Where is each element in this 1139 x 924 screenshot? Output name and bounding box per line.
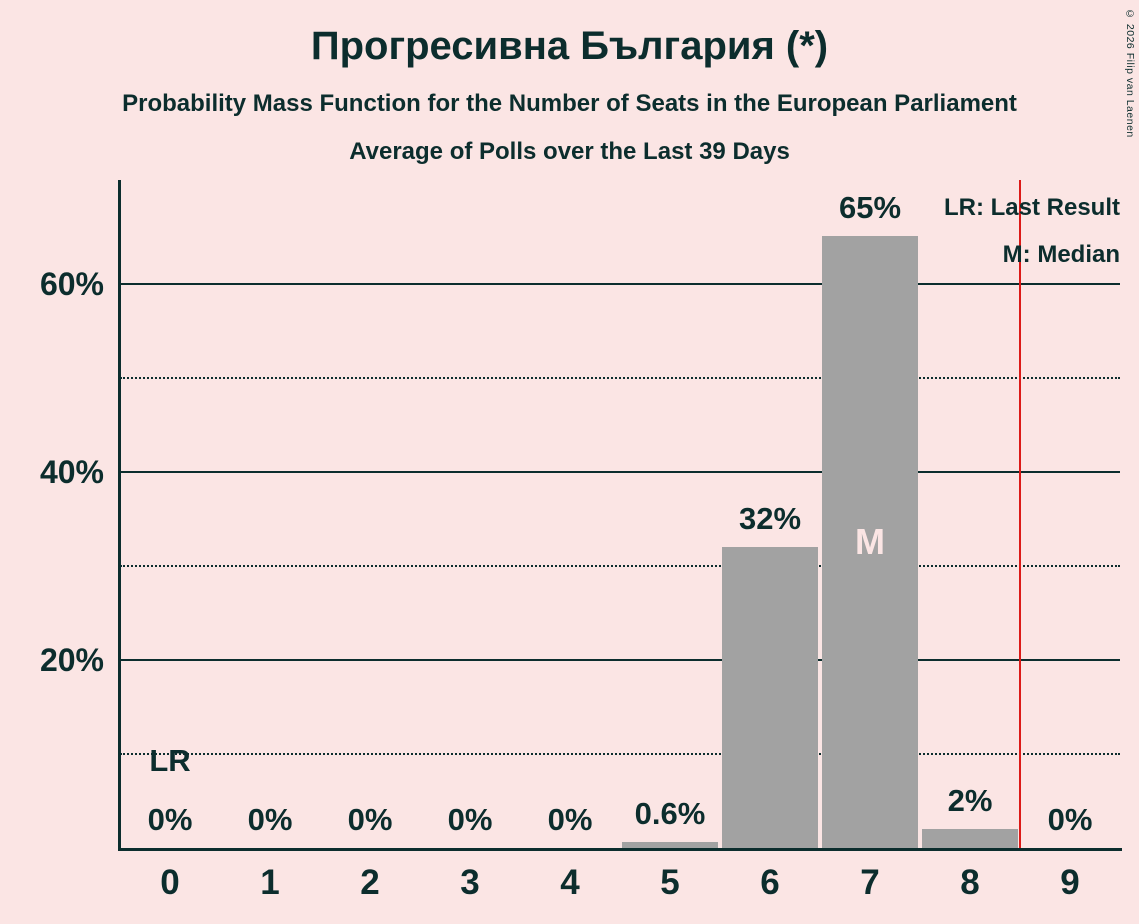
y-tick-60: 60% (39, 265, 104, 302)
y-axis-line (118, 180, 121, 851)
y-axis-labels: 20% 40% 60% (0, 180, 104, 848)
bar-seat-5 (622, 842, 718, 848)
x-tick-2: 2 (360, 863, 380, 902)
plot-area: 0% 0% 0% 0% 0% 0.6% 32% 65% 2% 0% M LR (120, 180, 1120, 848)
last-result-marker: LR (149, 743, 191, 778)
gridline-dotted-50 (120, 376, 1120, 379)
value-label-seat-2: 0% (347, 802, 393, 837)
x-axis-labels: 0 1 2 3 4 5 6 7 8 9 (120, 860, 1120, 912)
gridline-dotted-30 (120, 564, 1120, 567)
legend-median: M: Median (1002, 241, 1120, 268)
value-label-seat-9: 0% (1047, 802, 1093, 837)
last-result-line (1019, 180, 1021, 848)
chart-title: Прогресивна България (*) (310, 24, 829, 68)
x-tick-1: 1 (260, 863, 280, 902)
bar-seat-7 (822, 236, 918, 848)
value-label-seat-4: 0% (547, 802, 593, 837)
legend: LR: Last Result M: Median (944, 184, 1120, 278)
y-tick-40: 40% (39, 453, 104, 490)
x-tick-7: 7 (860, 863, 880, 902)
x-tick-4: 4 (560, 863, 580, 902)
chart-subtitle: Probability Mass Function for the Number… (122, 90, 1017, 117)
bar-seat-6 (722, 546, 818, 848)
value-label-seat-3: 0% (447, 802, 493, 837)
value-label-seat-1: 0% (247, 802, 293, 837)
value-label-seat-8: 2% (947, 783, 993, 819)
chart-subtitle-2: Average of Polls over the Last 39 Days (349, 138, 790, 165)
x-axis-line (118, 848, 1122, 851)
x-tick-0: 0 (160, 863, 180, 902)
bar-seat-8 (922, 829, 1018, 848)
value-label-seat-0: 0% (147, 802, 193, 837)
value-label-seat-5: 0.6% (634, 796, 706, 832)
median-marker: M (855, 521, 885, 563)
x-tick-3: 3 (460, 863, 480, 902)
y-tick-20: 20% (39, 641, 104, 678)
x-tick-6: 6 (760, 863, 780, 902)
gridline-solid-60 (120, 282, 1120, 285)
legend-last-result: LR: Last Result (943, 194, 1120, 221)
value-label-seat-6: 32% (738, 500, 802, 536)
value-label-seat-7: 65% (838, 190, 902, 226)
gridline-dotted-10 (120, 752, 1120, 755)
x-tick-8: 8 (960, 863, 980, 902)
gridline-solid-20 (120, 658, 1120, 661)
gridline-solid-40 (120, 470, 1120, 473)
copyright-notice: © 2026 Filip van Laenen (1124, 8, 1136, 138)
x-tick-9: 9 (1060, 863, 1080, 902)
x-tick-5: 5 (660, 863, 680, 902)
